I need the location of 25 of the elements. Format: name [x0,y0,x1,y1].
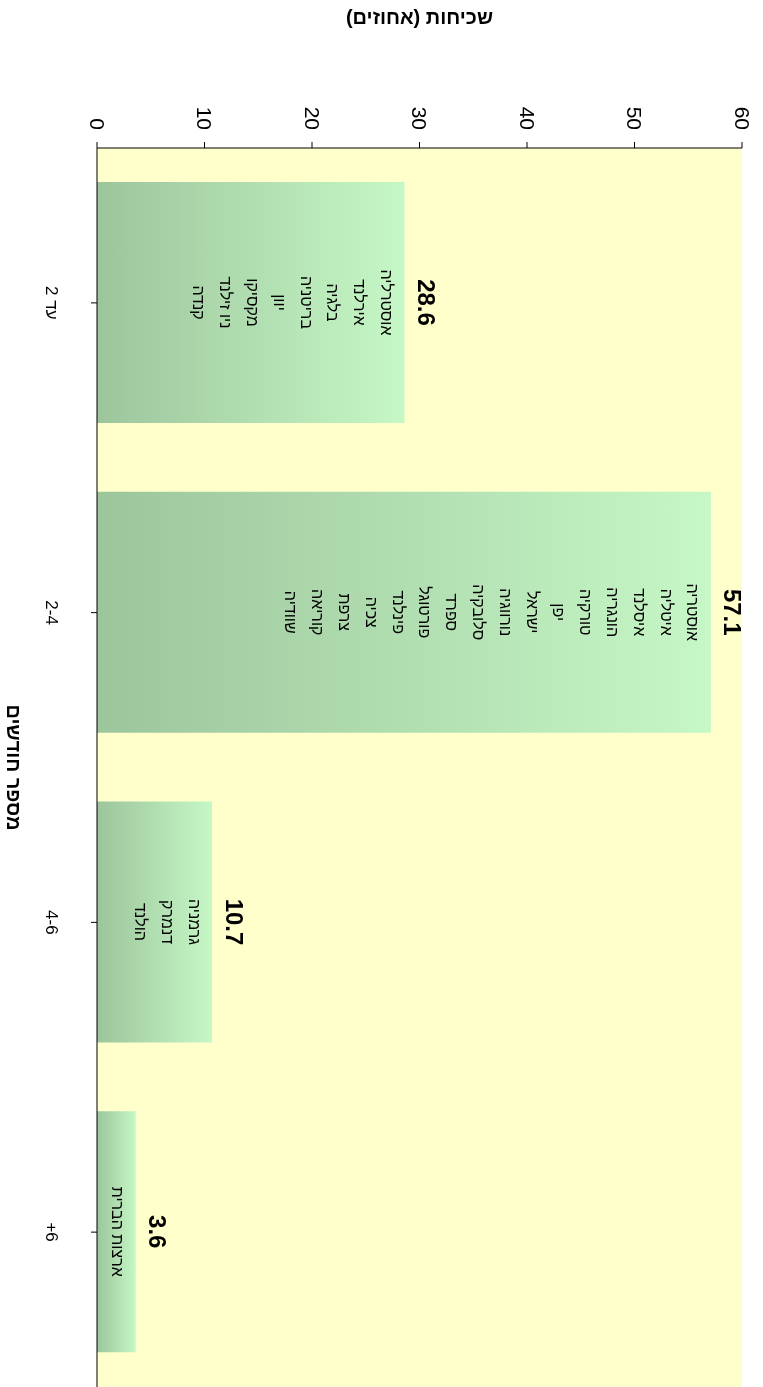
y-tick-label: עד 2 [41,286,61,320]
y-tick-label: 4-6 [41,910,61,935]
x-axis-title: שכיחות (אחוזים) [345,6,494,28]
y-axis-title: מספר חודשים [3,704,25,831]
annotation: אוסטרליה אירלנד בלגיה בריטניה יוון מקסיקו ניו זילנד קנדה [190,269,395,336]
x-tick-label: 10 [193,106,216,130]
x-tick-label: 60 [730,106,754,130]
annotation: גרמניה דנמרק הולנד [131,898,203,946]
text: אוסטריה איטליה איסלנד הונגריה טורקיה יפן ישראל נורווגיה סלובקיה ספרד פורטוגל פינלנד צכיה צרפת קוריאה שוודיה [282,583,702,642]
y-tick-label: 2-4 [41,600,61,625]
data-label: 57.1 [719,588,747,636]
x-tick-label: 0 [85,118,109,130]
annotation: ארצות הברית [109,1186,127,1277]
bar [97,182,405,423]
data-label: 3.6 [144,1215,172,1249]
data-label: 10.7 [220,898,248,946]
x-tick-label: 20 [300,106,324,130]
bar [97,491,711,733]
x-tick-label: 40 [515,106,539,130]
bar [97,801,213,1043]
x-tick-label: 30 [408,106,431,130]
data-label: 28.6 [412,279,440,326]
y-tick-label: 6+ [41,1222,61,1242]
x-tick-label: 50 [623,106,646,130]
bar [97,1111,136,1353]
